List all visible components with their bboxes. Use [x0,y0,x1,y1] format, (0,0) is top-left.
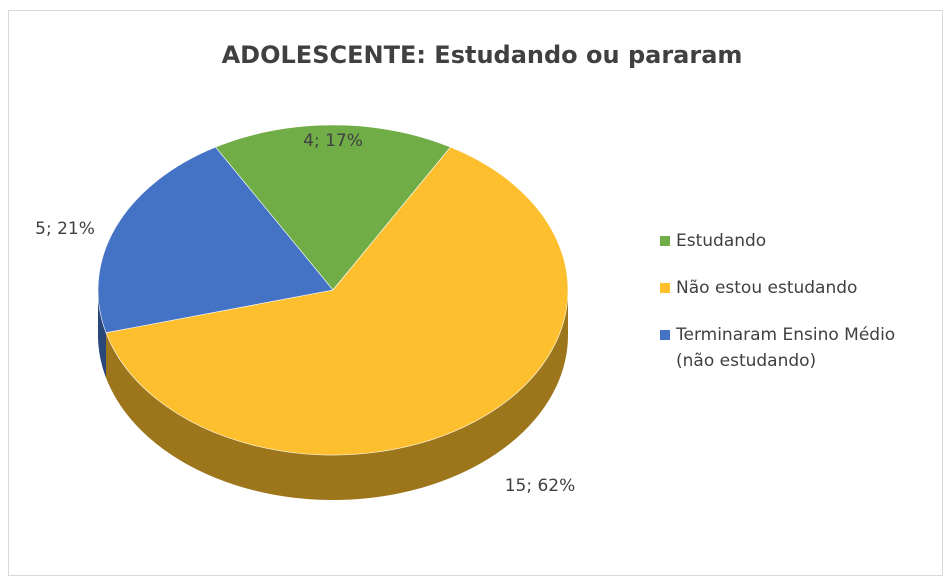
legend-swatch [660,330,670,340]
pie-slice [105,146,569,456]
pie-slice [97,146,334,334]
data-label: 15; 62% [505,476,576,496]
data-label: 4; 17% [303,131,363,151]
chart-frame [8,10,943,576]
chart-title: ADOLESCENTE: Estudando ou pararam [222,41,743,69]
data-label: 5; 21% [35,219,95,239]
legend-swatch [660,283,670,293]
legend-label: Estudando [676,231,767,251]
legend-item: Estudando [660,228,935,254]
slice-side [106,290,568,500]
legend-item: Não estou estudando [660,275,935,301]
legend-label: Não estou estudando [676,278,858,298]
legend-item: Terminaram Ensino Médio (não estudando) [660,322,935,374]
legend-label: Terminaram Ensino Médio (não estudando) [676,325,896,371]
pie-slice [215,124,451,291]
legend: Estudando Não estou estudando Terminaram E… [660,228,935,395]
legend-swatch [660,236,670,246]
